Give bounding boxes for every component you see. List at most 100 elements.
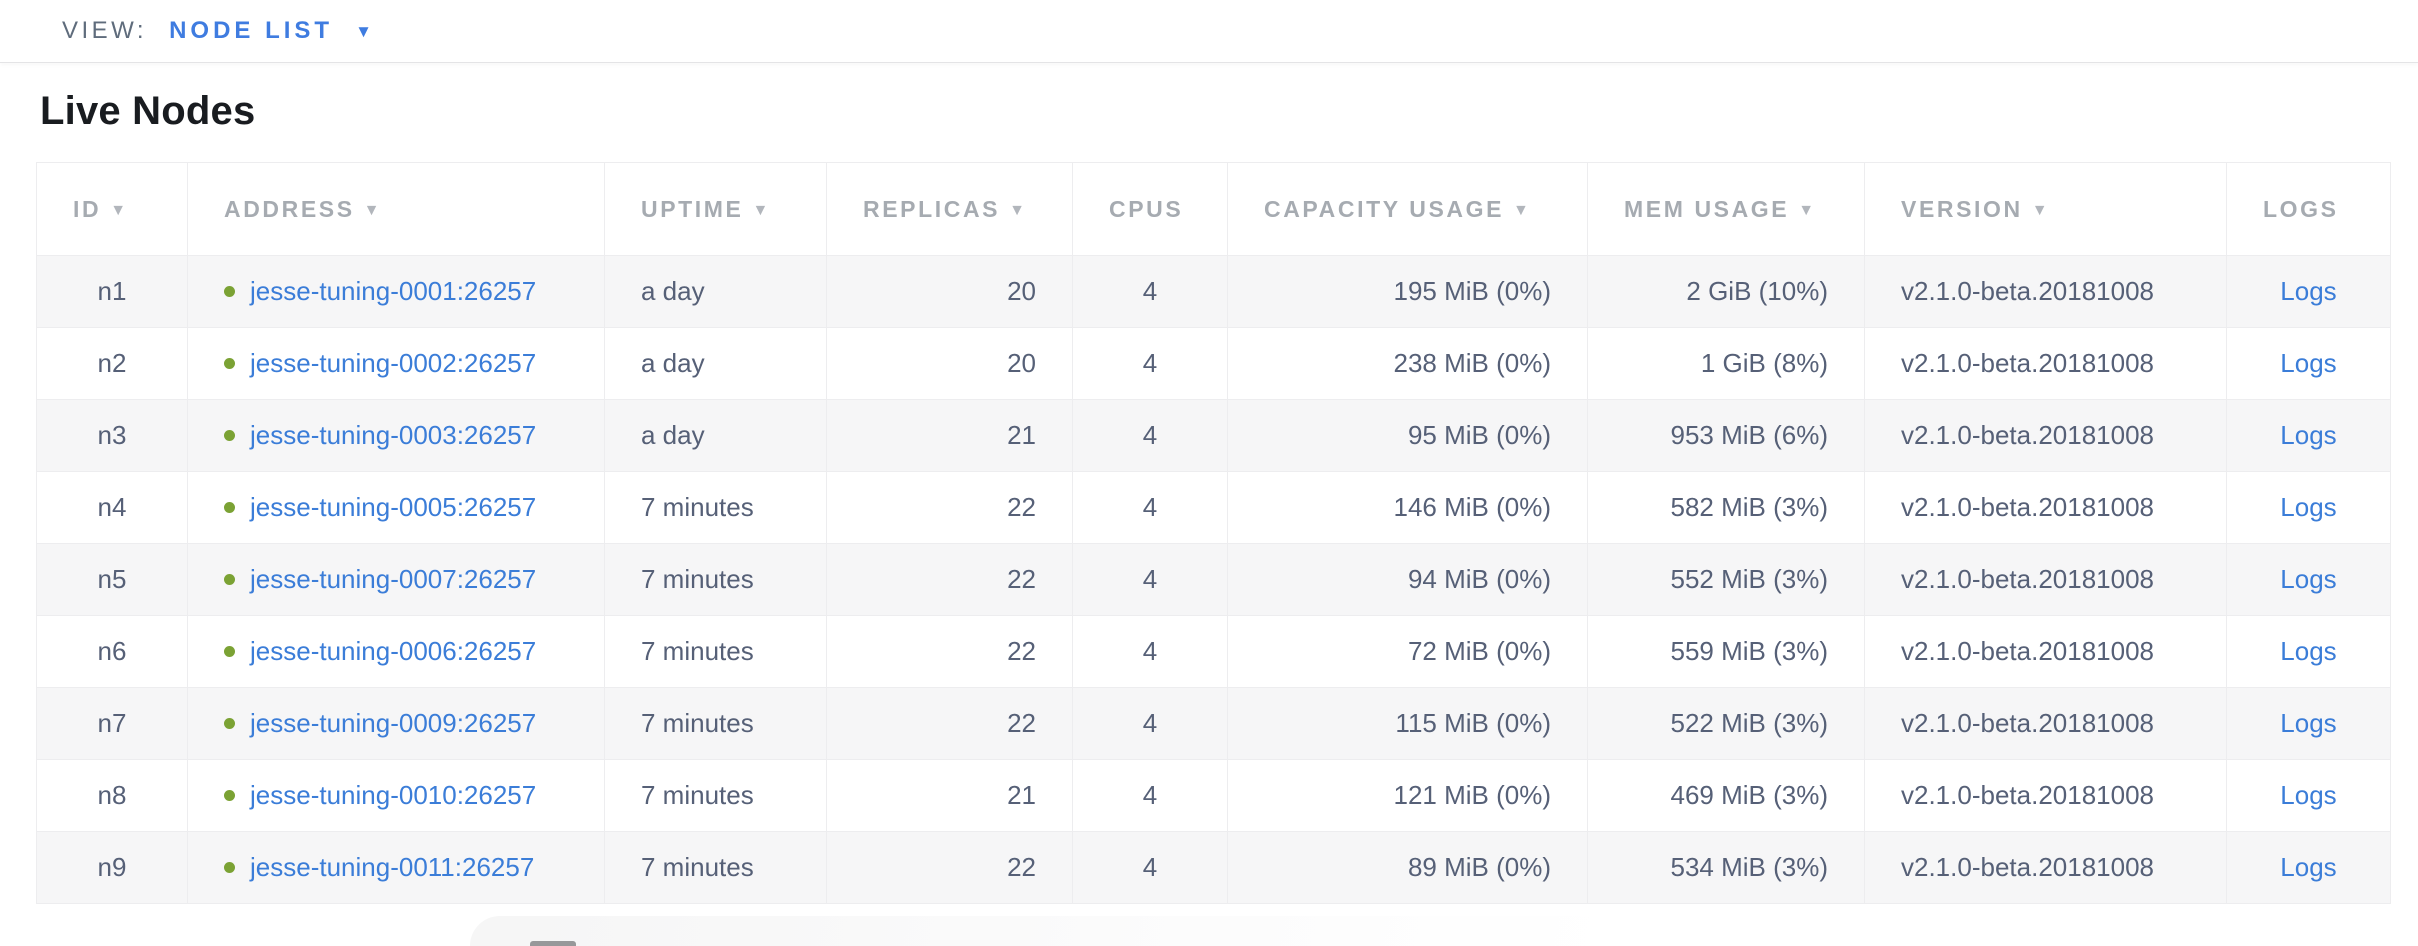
node-version-cell: v2.1.0-beta.20181008 [1864, 543, 2227, 616]
node-replicas-cell: 20 [826, 327, 1073, 400]
column-header-logs: LOGS [2226, 162, 2391, 256]
table-row: n5 jesse-tuning-0007:26257 7 minutes 22 … [36, 543, 2391, 616]
node-status-healthy-icon [224, 286, 235, 297]
node-capacity-usage-cell: 89 MiB (0%) [1227, 831, 1588, 904]
node-mem-usage-cell: 2 GiB (10%) [1587, 255, 1865, 328]
column-header-uptime[interactable]: UPTIME ▼ [604, 162, 827, 256]
node-uptime-cell: 7 minutes [604, 687, 827, 760]
node-capacity-usage-cell: 94 MiB (0%) [1227, 543, 1588, 616]
node-address-link[interactable]: jesse-tuning-0006:26257 [250, 636, 537, 666]
view-label: VIEW: [62, 17, 148, 44]
node-version-cell: v2.1.0-beta.20181008 [1864, 615, 2227, 688]
table-row: n3 jesse-tuning-0003:26257 a day 21 4 95… [36, 399, 2391, 472]
sort-desc-icon: ▼ [1009, 201, 1028, 219]
node-id-cell: n9 [36, 831, 188, 904]
node-address-link[interactable]: jesse-tuning-0009:26257 [250, 708, 537, 738]
table-row: n9 jesse-tuning-0011:26257 7 minutes 22 … [36, 831, 2391, 904]
node-replicas-cell: 22 [826, 687, 1073, 760]
node-uptime-cell: 7 minutes [604, 831, 827, 904]
column-header-address[interactable]: ADDRESS ▼ [187, 162, 605, 256]
logs-link[interactable]: Logs [2280, 852, 2337, 882]
table-row: n1 jesse-tuning-0001:26257 a day 20 4 19… [36, 255, 2391, 328]
node-uptime-cell: 7 minutes [604, 759, 827, 832]
column-header-replicas[interactable]: REPLICAS ▼ [826, 162, 1073, 256]
node-status-healthy-icon [224, 358, 235, 369]
node-mem-usage-cell: 522 MiB (3%) [1587, 687, 1865, 760]
chevron-down-icon[interactable]: ▼ [355, 22, 372, 41]
node-table-body: n1 jesse-tuning-0001:26257 a day 20 4 19… [36, 255, 2391, 904]
logs-link[interactable]: Logs [2280, 348, 2337, 378]
node-list-table: ID ▼ ADDRESS ▼ UPTIME ▼ REPLICAS ▼ CPUS CAPA… [36, 162, 2391, 904]
node-replicas-cell: 20 [826, 255, 1073, 328]
node-replicas-cell: 22 [826, 615, 1073, 688]
node-mem-usage-cell: 953 MiB (6%) [1587, 399, 1865, 472]
column-header-mem-usage[interactable]: MEM USAGE ▼ [1587, 162, 1865, 256]
node-status-healthy-icon [224, 574, 235, 585]
node-address-link[interactable]: jesse-tuning-0010:26257 [250, 780, 537, 810]
view-selected-value[interactable]: NODE LIST [169, 17, 334, 44]
node-capacity-usage-cell: 72 MiB (0%) [1227, 615, 1588, 688]
node-id-cell: n4 [36, 471, 188, 544]
node-address-link[interactable]: jesse-tuning-0001:26257 [250, 276, 537, 306]
node-version-cell: v2.1.0-beta.20181008 [1864, 687, 2227, 760]
node-version-cell: v2.1.0-beta.20181008 [1864, 759, 2227, 832]
column-header-version[interactable]: VERSION ▼ [1864, 162, 2227, 256]
node-address-link[interactable]: jesse-tuning-0002:26257 [250, 348, 537, 378]
logs-link[interactable]: Logs [2280, 492, 2337, 522]
node-version-cell: v2.1.0-beta.20181008 [1864, 831, 2227, 904]
node-cpus-cell: 4 [1072, 831, 1228, 904]
node-logs-cell: Logs [2226, 327, 2391, 400]
node-address-cell: jesse-tuning-0011:26257 [187, 831, 605, 904]
node-address-link[interactable]: jesse-tuning-0005:26257 [250, 492, 537, 522]
node-id-cell: n5 [36, 543, 188, 616]
view-bar: VIEW: NODE LIST ▼ [0, 0, 2418, 63]
logs-link[interactable]: Logs [2280, 636, 2337, 666]
horizontal-scrollbar-thumb[interactable] [530, 941, 576, 946]
node-uptime-cell: 7 minutes [604, 543, 827, 616]
table-row: n8 jesse-tuning-0010:26257 7 minutes 21 … [36, 759, 2391, 832]
logs-link[interactable]: Logs [2280, 708, 2337, 738]
node-address-link[interactable]: jesse-tuning-0007:26257 [250, 564, 537, 594]
node-logs-cell: Logs [2226, 831, 2391, 904]
node-address-cell: jesse-tuning-0007:26257 [187, 543, 605, 616]
view-selector-dropdown[interactable]: NODE LIST ▼ [169, 17, 372, 45]
node-capacity-usage-cell: 121 MiB (0%) [1227, 759, 1588, 832]
node-logs-cell: Logs [2226, 471, 2391, 544]
node-uptime-cell: 7 minutes [604, 471, 827, 544]
logs-link[interactable]: Logs [2280, 564, 2337, 594]
node-replicas-cell: 22 [826, 831, 1073, 904]
node-mem-usage-cell: 559 MiB (3%) [1587, 615, 1865, 688]
node-logs-cell: Logs [2226, 255, 2391, 328]
node-uptime-cell: a day [604, 399, 827, 472]
node-mem-usage-cell: 582 MiB (3%) [1587, 471, 1865, 544]
logs-link[interactable]: Logs [2280, 420, 2337, 450]
sort-desc-icon: ▼ [363, 201, 383, 219]
logs-link[interactable]: Logs [2280, 780, 2337, 810]
node-replicas-cell: 21 [826, 759, 1073, 832]
logs-link[interactable]: Logs [2280, 276, 2337, 306]
node-id-cell: n1 [36, 255, 188, 328]
node-cpus-cell: 4 [1072, 615, 1228, 688]
node-status-healthy-icon [224, 430, 235, 441]
table-row: n6 jesse-tuning-0006:26257 7 minutes 22 … [36, 615, 2391, 688]
node-cpus-cell: 4 [1072, 255, 1228, 328]
node-address-link[interactable]: jesse-tuning-0011:26257 [250, 852, 535, 882]
live-nodes-section: Live Nodes ID ▼ ADDRESS ▼ UPTIME ▼ REPLICAS… [0, 89, 2418, 904]
column-header-capacity-usage[interactable]: CAPACITY USAGE ▼ [1227, 162, 1588, 256]
node-capacity-usage-cell: 95 MiB (0%) [1227, 399, 1588, 472]
table-header-row: ID ▼ ADDRESS ▼ UPTIME ▼ REPLICAS ▼ CPUS CAPA… [36, 162, 2391, 256]
node-version-cell: v2.1.0-beta.20181008 [1864, 255, 2227, 328]
sort-desc-icon: ▼ [1798, 201, 1817, 219]
node-cpus-cell: 4 [1072, 327, 1228, 400]
node-status-healthy-icon [224, 646, 235, 657]
column-header-id[interactable]: ID ▼ [36, 162, 188, 256]
node-id-cell: n3 [36, 399, 188, 472]
node-replicas-cell: 22 [826, 543, 1073, 616]
node-status-healthy-icon [224, 502, 235, 513]
table-row: n2 jesse-tuning-0002:26257 a day 20 4 23… [36, 327, 2391, 400]
page-title: Live Nodes [40, 89, 256, 133]
node-id-cell: n8 [36, 759, 188, 832]
node-address-link[interactable]: jesse-tuning-0003:26257 [250, 420, 537, 450]
node-logs-cell: Logs [2226, 399, 2391, 472]
node-mem-usage-cell: 552 MiB (3%) [1587, 543, 1865, 616]
